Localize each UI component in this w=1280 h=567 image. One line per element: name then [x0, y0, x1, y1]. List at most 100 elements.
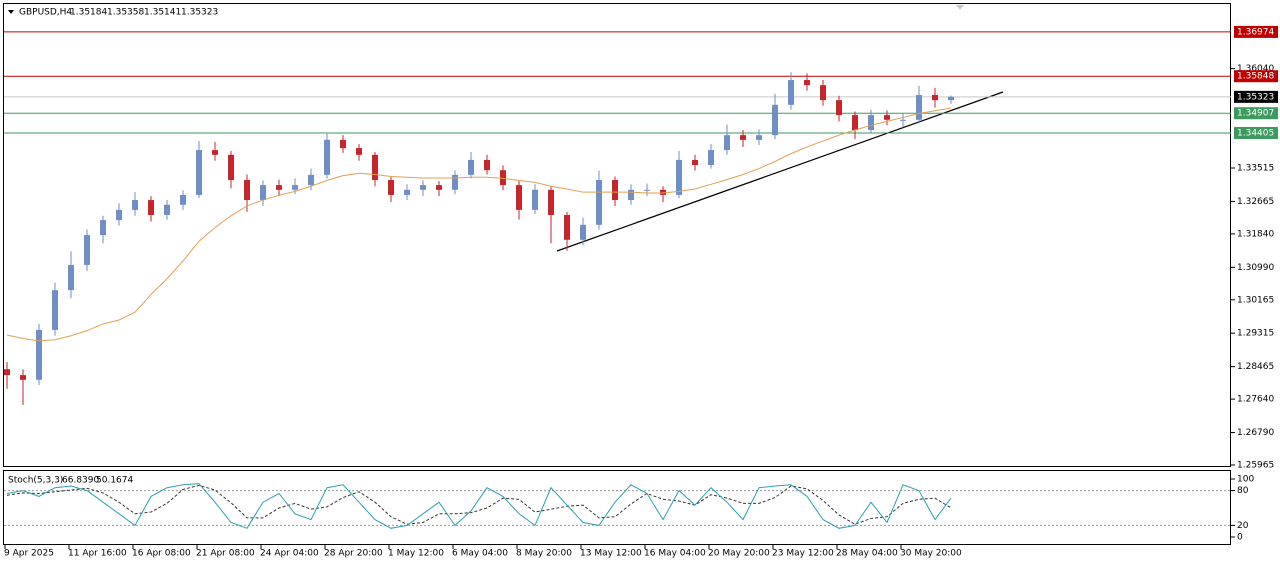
candle-body: [724, 135, 730, 151]
y-tick-label: 1.30990: [1237, 263, 1274, 273]
stoch-title: Stoch(5,3,3): [8, 476, 63, 486]
price-box-label: 1.35323: [1237, 92, 1274, 102]
candle-body: [740, 135, 746, 140]
candle-body: [596, 179, 602, 225]
candle-body: [500, 170, 506, 186]
candle-body: [692, 159, 698, 166]
candle-body: [276, 185, 282, 190]
candle-body: [788, 80, 794, 105]
candle-body: [468, 159, 474, 175]
candle-body: [100, 220, 106, 236]
y-tick-label: 1.29315: [1237, 329, 1274, 339]
y-tick-label: 1.32665: [1237, 197, 1274, 207]
header-value: 1.35358: [107, 8, 144, 18]
price-box-label: 1.36974: [1237, 27, 1274, 37]
candle-body: [868, 115, 874, 131]
candle-body: [932, 95, 938, 101]
candle-body: [324, 139, 330, 175]
x-tick-label: 11 Apr 16:00: [68, 549, 127, 559]
price-box: [1234, 90, 1278, 103]
x-tick-label: 6 May 04:00: [452, 549, 508, 559]
candle-body: [308, 174, 314, 186]
header-value: 1.35323: [181, 8, 218, 18]
x-tick-label: 16 Apr 08:00: [132, 549, 191, 559]
candle-body: [148, 200, 154, 215]
price-box-label: 1.34405: [1237, 128, 1274, 138]
price-box: [1234, 70, 1278, 83]
x-tick-label: 16 May 04:00: [644, 549, 706, 559]
stoch-y-tick-label: 100: [1237, 475, 1254, 485]
candle-body: [772, 104, 778, 136]
candle-body: [660, 189, 666, 195]
candle-body: [900, 119, 906, 121]
candle-body: [292, 185, 298, 190]
candle-body: [580, 224, 586, 240]
y-tick-label: 1.33515: [1237, 163, 1274, 173]
moving-average: [6, 107, 952, 342]
x-tick-label: 9 Apr 2025: [4, 549, 54, 559]
y-tick-label: 1.27640: [1237, 395, 1274, 405]
x-tick-label: 1 May 12:00: [388, 549, 444, 559]
candle-body: [420, 185, 426, 190]
candle-body: [532, 189, 538, 210]
candle-body: [356, 148, 362, 155]
stoch-main: [6, 483, 952, 529]
candle-body: [708, 150, 714, 166]
x-tick-label: 30 May 20:00: [900, 549, 962, 559]
price-box: [1234, 25, 1278, 38]
y-tick-label: 1.36040: [1237, 64, 1274, 74]
candle-body: [948, 96, 954, 101]
candle-body: [388, 179, 394, 195]
candle-body: [20, 375, 26, 380]
candle-body: [820, 85, 826, 101]
candle-body: [52, 290, 58, 330]
candle-body: [548, 189, 554, 215]
candle-body: [612, 179, 618, 201]
candle-body: [884, 115, 890, 120]
trendline[interactable]: [556, 91, 1004, 252]
x-tick-label: 8 May 20:00: [516, 549, 572, 559]
header-value: 1.35141: [144, 8, 181, 18]
candle-body: [164, 204, 170, 215]
x-tick-label: 23 May 12:00: [772, 549, 834, 559]
candle-body: [644, 189, 650, 191]
stoch-y-tick-label: 80: [1237, 486, 1249, 496]
shift-marker: [956, 5, 964, 10]
candle-body: [516, 185, 522, 210]
x-tick-label: 28 Apr 20:00: [324, 549, 383, 559]
y-tick-label: 1.28465: [1237, 362, 1274, 372]
price-box: [1234, 126, 1278, 139]
candle-body: [260, 185, 266, 201]
candle-body: [436, 185, 442, 190]
candle-body: [228, 154, 234, 180]
symbol: GBPUSD,H4: [19, 8, 72, 18]
candle-body: [804, 80, 810, 86]
candle-body: [340, 139, 346, 149]
x-tick-label: 24 Apr 04:00: [260, 549, 319, 559]
x-tick-label: 28 May 04:00: [836, 549, 898, 559]
y-tick-label: 1.31840: [1237, 229, 1274, 239]
stoch-y-tick-label: 20: [1237, 521, 1249, 531]
candle-body: [836, 100, 842, 116]
candle-body: [244, 179, 250, 201]
x-tick-label: 13 May 12:00: [580, 549, 642, 559]
candle-body: [404, 189, 410, 195]
candle-body: [68, 264, 74, 291]
header-value: 1.35184: [70, 8, 107, 18]
candle-body: [212, 150, 218, 155]
candle-body: [676, 159, 682, 195]
price-box-label: 1.35848: [1237, 72, 1274, 82]
stoch-main-reading: 66.8390: [62, 476, 99, 486]
candle-body: [484, 159, 490, 171]
candle-body: [564, 214, 570, 240]
candle-body: [180, 194, 186, 205]
candle-body: [628, 189, 634, 201]
main-panel: [3, 3, 1231, 467]
price-box: [1234, 107, 1278, 120]
stoch-panel: [3, 470, 1231, 545]
y-tick-label: 1.25965: [1237, 461, 1274, 471]
menu-arrow[interactable]: [8, 10, 14, 14]
candle-body: [852, 115, 858, 131]
